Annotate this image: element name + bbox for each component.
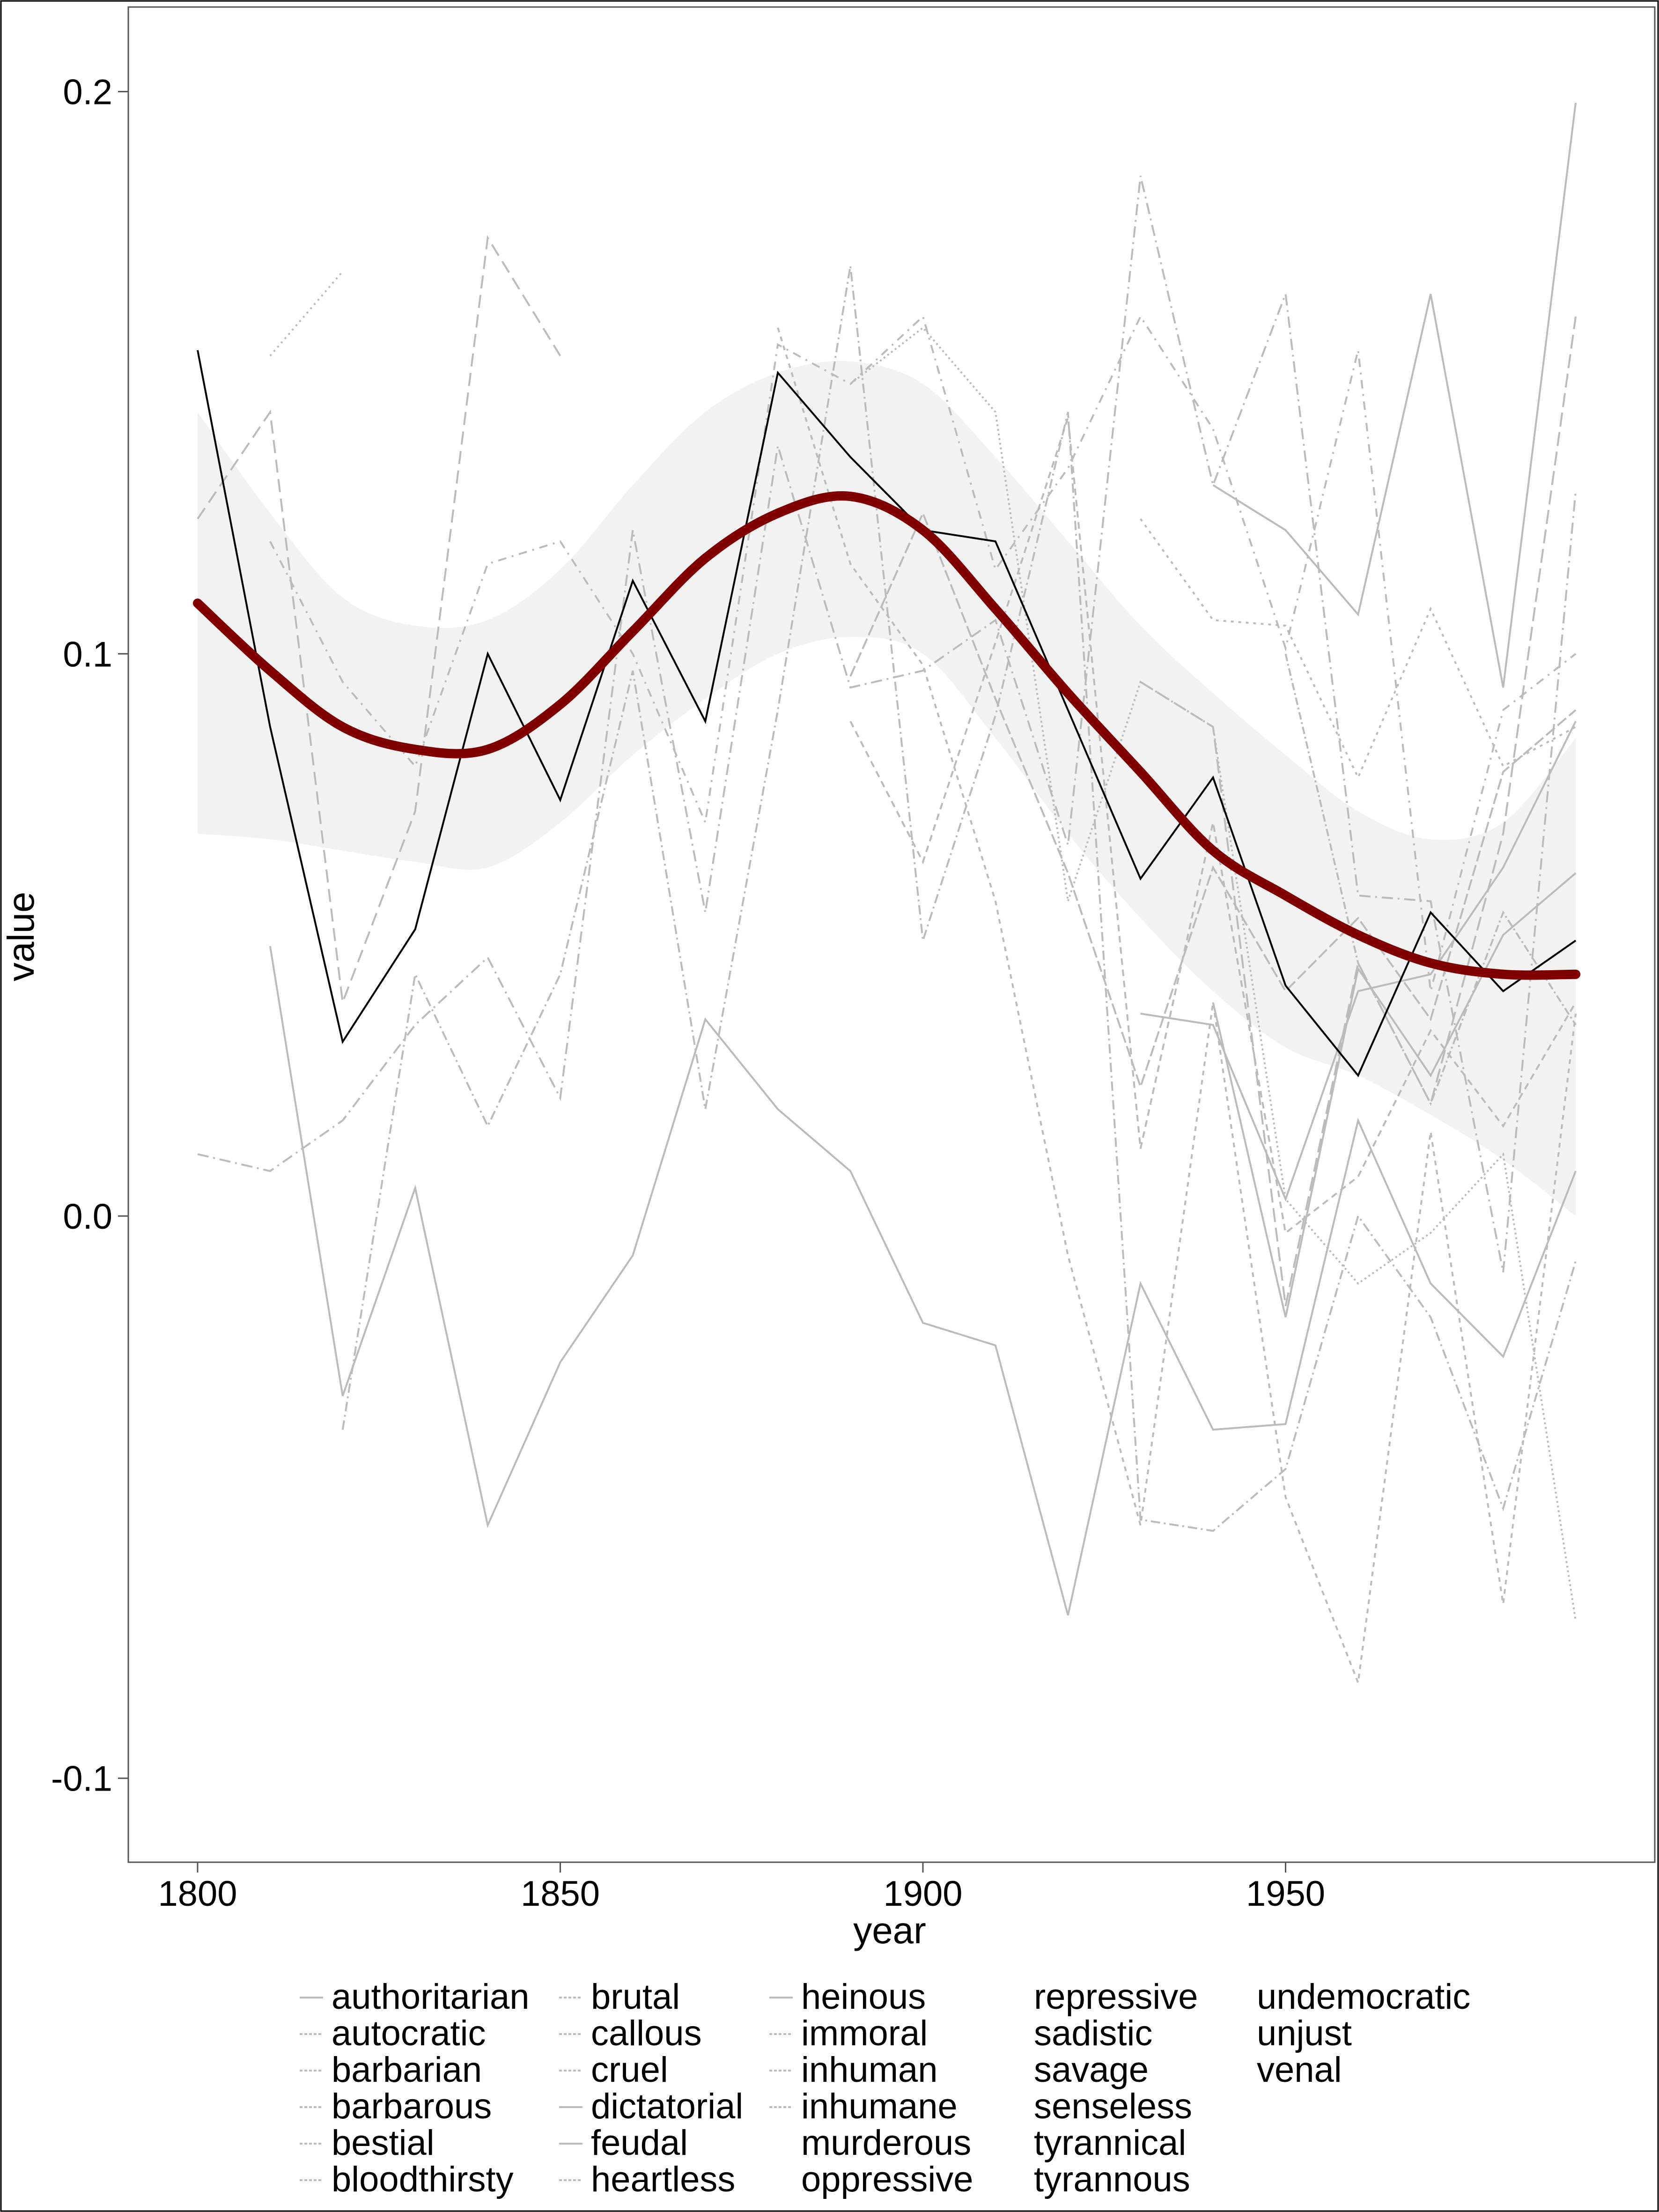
x-tick-label: 1850 bbox=[521, 1874, 600, 1914]
legend-label-callous: callous bbox=[591, 2013, 702, 2053]
x-tick-label: 1800 bbox=[158, 1874, 237, 1914]
legend: authoritarianautocraticbarbarianbarbarou… bbox=[300, 1977, 1470, 2199]
legend-label-murderous: murderous bbox=[801, 2123, 971, 2163]
legend-label-repressive: repressive bbox=[1034, 1977, 1198, 2017]
legend-label-unjust: unjust bbox=[1257, 2013, 1352, 2053]
series-line-heinous bbox=[1212, 872, 1577, 1318]
series-lines bbox=[197, 103, 1577, 1683]
axes: -0.1 0.0 0.1 0.2 1800 1850 1900 1950 bbox=[51, 73, 1325, 1914]
y-tick-label: 0.2 bbox=[63, 73, 112, 112]
y-axis-label: value bbox=[0, 892, 42, 981]
highlight-series-line bbox=[197, 350, 1577, 1077]
legend-label-inhumane: inhumane bbox=[801, 2087, 958, 2126]
series-line-authoritarian bbox=[1212, 103, 1577, 688]
legend-label-bloodthirsty: bloodthirsty bbox=[332, 2160, 514, 2199]
legend-label-inhuman: inhuman bbox=[801, 2050, 938, 2090]
legend-label-bestial: bestial bbox=[332, 2123, 435, 2163]
series-line-bloodthirsty bbox=[197, 176, 1577, 1273]
legend-label-barbarian: barbarian bbox=[332, 2050, 482, 2090]
legend-label-dictatorial: dictatorial bbox=[591, 2087, 743, 2126]
series-line-immoral bbox=[777, 327, 1577, 1683]
series-line-heartless bbox=[341, 265, 1577, 1532]
legend-label-undemocratic: undemocratic bbox=[1257, 1977, 1470, 2017]
confidence-band bbox=[198, 361, 1576, 1216]
legend-label-immoral: immoral bbox=[801, 2013, 928, 2053]
legend-label-brutal: brutal bbox=[591, 1977, 680, 2017]
x-axis-label: year bbox=[853, 1910, 926, 1951]
legend-label-barbarous: barbarous bbox=[332, 2087, 492, 2126]
legend-label-feudal: feudal bbox=[591, 2123, 688, 2163]
series-line-dictatorial bbox=[1140, 721, 1577, 1202]
x-tick-label: 1950 bbox=[1246, 1874, 1325, 1914]
y-tick-label: 0.0 bbox=[63, 1197, 112, 1237]
series-line-inhumane bbox=[1284, 653, 1577, 1106]
series-line-feudal bbox=[269, 946, 1577, 1616]
y-tick-label: 0.1 bbox=[63, 634, 112, 674]
legend-label-autocratic: autocratic bbox=[332, 2013, 486, 2053]
legend-label-heartless: heartless bbox=[591, 2160, 735, 2199]
legend-label-tyrannical: tyrannical bbox=[1034, 2123, 1186, 2163]
legend-label-savage: savage bbox=[1034, 2050, 1149, 2090]
y-tick-label: -0.1 bbox=[51, 1759, 112, 1799]
legend-label-heinous: heinous bbox=[801, 1977, 926, 2017]
smooth-line bbox=[193, 491, 1581, 980]
smooth-trend-line bbox=[193, 491, 1581, 980]
series-line-bestial bbox=[269, 271, 344, 357]
highlight-line bbox=[197, 350, 1577, 1077]
legend-label-venal: venal bbox=[1257, 2050, 1342, 2090]
legend-label-authoritarian: authoritarian bbox=[332, 1977, 530, 2017]
confidence-band-area bbox=[198, 361, 1576, 1216]
series-line-barbarian bbox=[197, 235, 561, 1003]
series-line-inhuman bbox=[849, 510, 1577, 1090]
legend-label-senseless: senseless bbox=[1034, 2087, 1192, 2126]
legend-label-sadistic: sadistic bbox=[1034, 2013, 1152, 2053]
legend-label-tyrannous: tyrannous bbox=[1034, 2160, 1190, 2199]
x-tick-label: 1900 bbox=[883, 1874, 962, 1914]
legend-label-oppressive: oppressive bbox=[801, 2160, 973, 2199]
series-line-brutal bbox=[1140, 316, 1577, 1306]
legend-label-cruel: cruel bbox=[591, 2050, 668, 2090]
series-line-cruel bbox=[849, 417, 1577, 1235]
